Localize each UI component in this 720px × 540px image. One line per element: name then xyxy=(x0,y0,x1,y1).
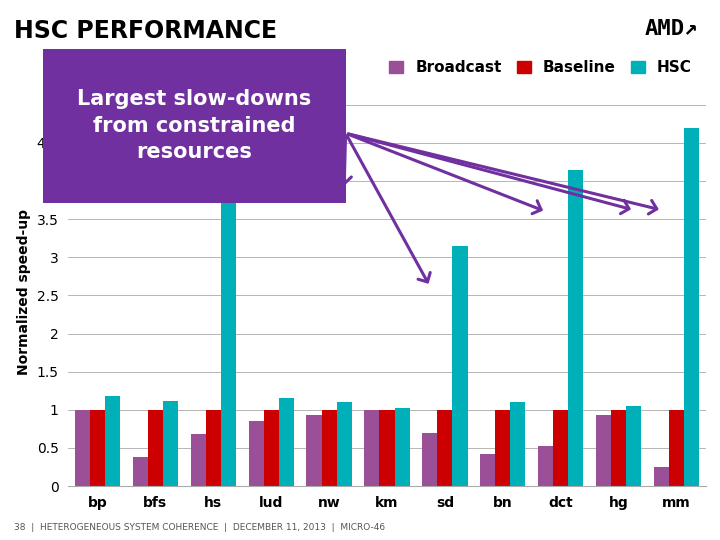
Legend: Broadcast, Baseline, HSC: Broadcast, Baseline, HSC xyxy=(383,55,698,82)
Bar xyxy=(553,410,568,486)
Bar xyxy=(495,410,510,486)
Bar xyxy=(90,410,105,486)
Bar xyxy=(379,410,395,486)
Bar xyxy=(538,446,553,486)
Bar xyxy=(132,457,148,486)
Bar xyxy=(480,454,495,486)
Bar xyxy=(163,401,178,486)
Bar xyxy=(437,410,452,486)
Bar xyxy=(75,410,90,486)
Bar xyxy=(452,246,467,486)
Bar xyxy=(423,433,437,486)
Text: Largest slow-downs
from constrained
resources: Largest slow-downs from constrained reso… xyxy=(77,89,312,162)
Text: AMD↗: AMD↗ xyxy=(645,19,698,39)
Bar xyxy=(307,415,322,486)
Text: HSC PERFORMANCE: HSC PERFORMANCE xyxy=(14,19,277,43)
Bar xyxy=(364,410,379,486)
Bar xyxy=(191,434,206,486)
Y-axis label: Normalized speed-up: Normalized speed-up xyxy=(17,208,31,375)
Bar xyxy=(264,410,279,486)
Bar xyxy=(248,421,264,486)
Bar xyxy=(568,170,583,486)
Bar xyxy=(221,192,236,486)
Text: 38  |  HETEROGENEOUS SYSTEM COHERENCE  |  DECEMBER 11, 2013  |  MICRO-46: 38 | HETEROGENEOUS SYSTEM COHERENCE | DE… xyxy=(14,523,385,532)
Bar xyxy=(611,410,626,486)
Bar xyxy=(626,406,642,486)
Bar xyxy=(510,402,526,486)
Bar xyxy=(596,415,611,486)
Bar xyxy=(654,467,669,486)
Bar xyxy=(337,402,351,486)
Bar xyxy=(684,127,699,486)
Bar xyxy=(148,410,163,486)
Bar xyxy=(669,410,684,486)
Bar xyxy=(395,408,410,486)
Bar xyxy=(206,410,221,486)
Bar xyxy=(279,399,294,486)
Bar xyxy=(322,410,337,486)
Bar xyxy=(105,396,120,486)
